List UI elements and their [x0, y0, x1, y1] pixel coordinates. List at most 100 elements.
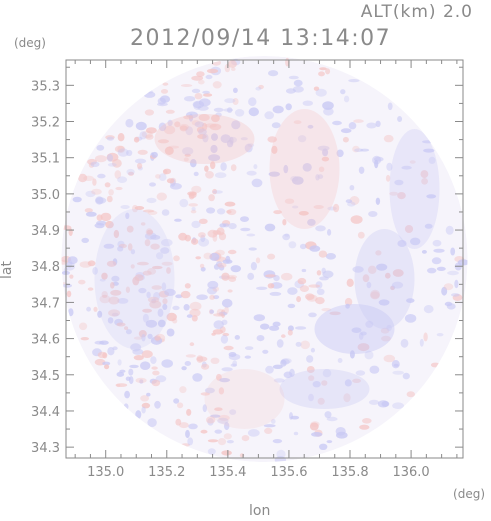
x-tick-label: 135.6 [270, 465, 307, 480]
radar-echo-speckle [113, 229, 120, 239]
radar-echo-speckle [135, 121, 147, 131]
radar-echo-speckle [141, 406, 146, 414]
radar-echo-speckle [282, 219, 287, 226]
radar-echo-speckle [321, 267, 326, 274]
radar-echo-speckle [404, 314, 417, 323]
radar-echo-speckle [305, 293, 315, 301]
radar-echo-speckle [428, 156, 436, 164]
radar-echo-speckle [115, 186, 123, 191]
radar-echo-speckle [110, 289, 122, 296]
radar-echo-speckle [346, 278, 354, 287]
radar-echo-speckle [188, 192, 197, 199]
radar-echo-speckle [280, 359, 287, 367]
radar-echo-speckle [218, 387, 225, 395]
radar-echo-speckle [162, 303, 168, 310]
radar-echo-speckle [232, 98, 239, 105]
radar-echo-speckle [196, 355, 204, 363]
radar-echo-speckle [96, 144, 105, 151]
radar-echo-speckle [123, 403, 129, 410]
radar-echo-speckle [281, 272, 293, 281]
radar-echo-speckle [326, 440, 333, 444]
radar-echo-speckle [375, 250, 382, 256]
radar-echo-speckle [357, 343, 370, 352]
radar-echo-speckle [324, 411, 332, 419]
radar-echo-speckle [191, 207, 196, 211]
radar-echo-speckle [164, 146, 174, 155]
radar-echo-speckle [190, 209, 197, 214]
radar-echo-speckle [139, 131, 147, 140]
radar-echo-speckle [209, 252, 220, 261]
radar-echo-speckle [224, 201, 236, 207]
radar-echo-speckle [340, 89, 346, 95]
radar-echo-speckle [410, 237, 421, 246]
radar-echo-speckle [271, 418, 276, 424]
radar-echo-speckle [158, 173, 167, 181]
radar-echo-speckle [370, 291, 380, 300]
radar-echo-speckle [313, 205, 324, 209]
radar-echo-speckle [283, 164, 289, 174]
radar-echo-speckle [315, 88, 327, 97]
radar-echo-speckle [423, 332, 428, 342]
radar-echo-speckle [161, 261, 173, 266]
radar-echo-speckle [175, 294, 183, 299]
radar-echo-speckle [184, 153, 191, 157]
radar-echo-speckle [184, 283, 191, 289]
radar-echo-speckle [319, 443, 328, 450]
y-tick-label: 35.1 [31, 152, 60, 167]
radar-echo-speckle [214, 407, 223, 412]
radar-echo-speckle [140, 395, 150, 402]
radar-echo-speckle [181, 366, 187, 371]
radar-echo-speckle [86, 306, 91, 312]
radar-echo-speckle [132, 348, 144, 355]
radar-echo-speckle [83, 175, 94, 181]
radar-echo-speckle [203, 93, 213, 97]
radar-echo-speckle [250, 261, 257, 271]
radar-echo-speckle [420, 170, 429, 179]
radar-echo-speckle [191, 220, 201, 229]
radar-echo-speckle [196, 71, 205, 77]
radar-echo-speckle [337, 358, 343, 363]
radar-echo-speckle [246, 170, 257, 176]
radar-echo-speckle [191, 315, 198, 322]
radar-echo-speckle [229, 136, 234, 145]
radar-echo-speckle [297, 277, 307, 285]
radar-echo-speckle [281, 358, 292, 364]
radar-echo-speckle [173, 255, 180, 262]
radar-echo-speckle [157, 308, 164, 317]
radar-echo-speckle [227, 289, 233, 293]
radar-echo-patch [389, 129, 440, 249]
radar-echo-speckle [386, 324, 392, 331]
radar-echo-speckle [164, 125, 176, 135]
radar-echo-speckle [194, 121, 204, 128]
radar-echo-speckle [184, 234, 191, 242]
radar-echo-speckle [161, 282, 167, 291]
radar-echo-speckle [333, 203, 340, 213]
radar-echo-patch [279, 369, 370, 409]
radar-echo-speckle [216, 227, 225, 236]
radar-echo-speckle [152, 370, 160, 376]
radar-echo-speckle [269, 325, 280, 331]
radar-echo-speckle [204, 387, 215, 394]
radar-echo-speckle [316, 270, 322, 276]
radar-echo-speckle [302, 163, 312, 172]
radar-echo-speckle [256, 335, 265, 342]
radar-echo-speckle [206, 207, 216, 214]
radar-echo-speckle [150, 243, 160, 250]
radar-echo-speckle [400, 338, 409, 348]
radar-echo-speckle [240, 137, 248, 141]
radar-echo-speckle [165, 109, 175, 114]
radar-echo-speckle [360, 148, 370, 152]
radar-echo-speckle [146, 229, 154, 235]
y-tick-label: 34.3 [31, 441, 60, 456]
radar-echo-speckle [145, 228, 153, 236]
radar-echo-speckle [117, 133, 125, 142]
radar-echo-speckle [322, 101, 334, 110]
radar-echo-speckle [308, 284, 321, 288]
radar-echo-speckle [280, 358, 290, 365]
radar-echo-speckle [117, 145, 126, 153]
radar-echo-speckle [293, 431, 299, 436]
radar-echo-speckle [124, 326, 129, 330]
radar-echo-speckle [392, 269, 404, 277]
radar-echo-speckle [206, 286, 218, 295]
radar-echo-speckle [209, 309, 215, 314]
